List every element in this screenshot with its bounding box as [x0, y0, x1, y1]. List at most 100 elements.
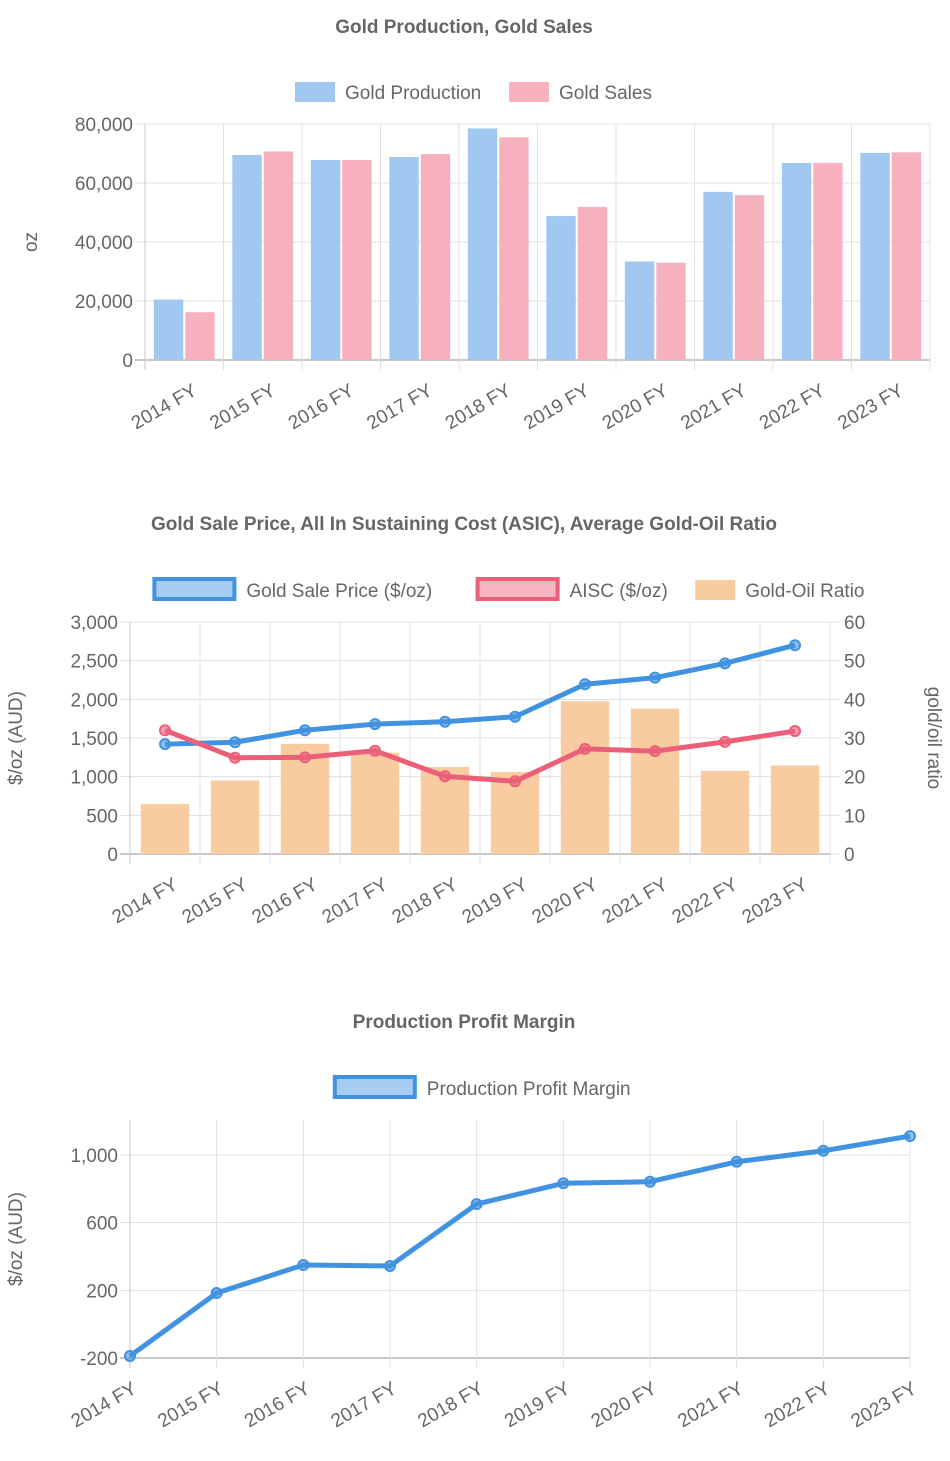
bar-gold-sales [263, 151, 294, 360]
bar-gold-oil-ratio [700, 770, 750, 854]
bar-gold-production [153, 299, 184, 360]
chart-title: Gold Sale Price, All In Sustaining Cost … [151, 514, 777, 535]
bar-gold-production [703, 191, 733, 360]
data-point [719, 657, 731, 670]
legend-swatch [332, 1075, 417, 1099]
x-tick-label: 2022 FY [669, 874, 742, 928]
bar-gold-oil-ratio [630, 708, 680, 854]
y-tick-label: 1,500 [70, 729, 118, 750]
bar-gold-production [389, 157, 419, 360]
legend-item: AISC ($/oz) [475, 577, 668, 602]
x-tick-label: 2015 FY [154, 1378, 227, 1432]
legend-item: Gold-Oil Ratio [695, 580, 865, 602]
y-axis-title: $/oz (AUD) [6, 1192, 27, 1286]
y-right-tick-label: 0 [844, 845, 855, 866]
data-point [369, 718, 381, 731]
bar-gold-production [860, 152, 890, 360]
bar-gold-production [232, 154, 262, 360]
x-tick-label: 2022 FY [756, 380, 829, 434]
y-tick-label: 500 [86, 806, 118, 827]
x-tick-label: 2021 FY [678, 380, 751, 434]
x-tick-label: 2014 FY [128, 380, 201, 434]
data-point [789, 725, 801, 738]
data-point [579, 742, 591, 755]
data-point [210, 1287, 223, 1300]
data-point [439, 715, 451, 728]
data-point [124, 1349, 136, 1362]
bar-gold-oil-ratio [560, 701, 610, 854]
y-tick-label: 20,000 [75, 292, 133, 313]
bar-gold-oil-ratio [140, 804, 190, 854]
legend-swatch [295, 82, 335, 102]
y-tick-label: 3,000 [70, 613, 118, 634]
x-tick-label: 2016 FY [285, 380, 358, 434]
bar-gold-sales [656, 262, 686, 360]
legend-item: Gold Sale Price ($/oz) [152, 577, 432, 602]
bar-gold-oil-ratio [770, 765, 820, 854]
x-tick-label: 2015 FY [179, 874, 252, 928]
y-tick-label: 1,000 [70, 768, 118, 789]
line-gold-sale-price-oz- [164, 642, 796, 747]
x-tick-label: 2023 FY [848, 1378, 921, 1432]
data-point [730, 1155, 743, 1168]
data-point [229, 736, 241, 749]
data-point [789, 639, 801, 652]
data-point [384, 1259, 396, 1272]
legend-label: Gold-Oil Ratio [745, 581, 864, 602]
y-tick-label: 1,000 [70, 1146, 118, 1167]
y-tick-label: 80,000 [75, 115, 133, 136]
chart-title: Gold Production, Gold Sales [335, 17, 593, 38]
chart-3: Production Profit Margin -200 200 600 1,000 $… [6, 1012, 921, 1432]
y-tick-label: 2,000 [70, 690, 118, 711]
x-tick-label: 2020 FY [588, 1378, 661, 1432]
bar-gold-production [624, 261, 655, 360]
legend-swatch [152, 577, 237, 601]
x-tick-label: 2020 FY [529, 874, 602, 928]
y-axis-title-right: gold/oil ratio [923, 687, 944, 789]
legend-label: Gold Sale Price ($/oz) [246, 581, 432, 602]
legend-label: Production Profit Margin [427, 1079, 631, 1100]
data-point [297, 1258, 310, 1271]
data-point [557, 1177, 570, 1190]
x-tick-label: 2017 FY [364, 380, 437, 434]
chart-title: Production Profit Margin [353, 1012, 576, 1033]
x-tick-label: 2018 FY [389, 874, 462, 928]
y-tick-label: 200 [86, 1281, 118, 1302]
data-point [159, 738, 171, 751]
data-point [439, 770, 451, 783]
bar-gold-production [310, 159, 341, 360]
x-tick-label: 2021 FY [674, 1378, 747, 1432]
y-axis-title: oz [21, 232, 42, 252]
y-tick-label: -200 [80, 1349, 118, 1370]
chart-2: Gold Sale Price, All In Sustaining Cost … [6, 514, 944, 928]
legend-swatch [475, 577, 560, 601]
legend-label: Gold Production [345, 83, 481, 104]
legend-item: Gold Production [295, 82, 481, 104]
bar-gold-production [781, 162, 812, 360]
bar-gold-sales [185, 312, 215, 360]
y-right-tick-label: 30 [844, 729, 865, 750]
x-tick-label: 2017 FY [328, 1378, 401, 1432]
bar-gold-oil-ratio [350, 752, 400, 854]
x-tick-label: 2019 FY [521, 380, 594, 434]
bar-gold-sales [577, 206, 608, 360]
y-right-tick-label: 20 [844, 768, 865, 789]
chart-1: Gold Production, Gold Sales 0 20,000 40,000… [21, 17, 931, 434]
legend-item: Gold Sales [509, 82, 652, 104]
data-point [904, 1130, 916, 1143]
x-tick-label: 2016 FY [241, 1378, 314, 1432]
bar-gold-sales [342, 159, 372, 360]
bar-gold-production [467, 128, 498, 360]
x-tick-label: 2020 FY [599, 380, 672, 434]
data-point [719, 735, 731, 748]
data-point [509, 710, 521, 723]
legend-swatch [509, 82, 549, 102]
x-tick-label: 2016 FY [249, 874, 322, 928]
x-tick-label: 2015 FY [207, 380, 280, 434]
y-right-tick-label: 10 [844, 806, 865, 827]
data-point [159, 724, 171, 737]
data-point [369, 744, 381, 757]
data-point [229, 751, 241, 764]
data-point [817, 1144, 830, 1157]
